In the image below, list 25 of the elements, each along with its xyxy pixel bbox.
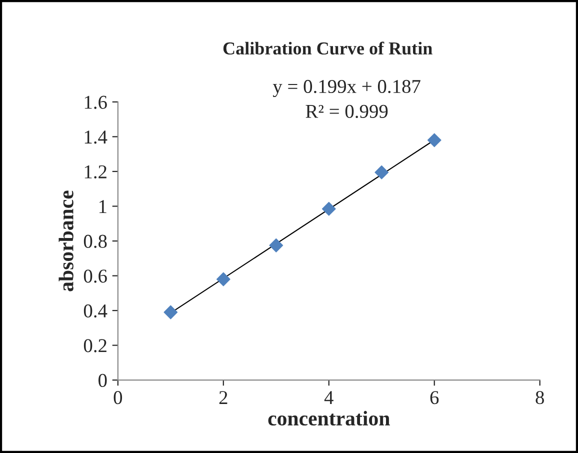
- chart-title: Calibration Curve of Rutin: [223, 42, 432, 55]
- x-tick-label: 8: [536, 391, 544, 404]
- y-tick-label: 0.4: [84, 304, 108, 318]
- y-tick-label: 0.2: [84, 339, 106, 352]
- y-tick-label: 1.6: [84, 96, 107, 109]
- text: y = 0.199x + 0.187: [272, 80, 420, 98]
- y-tick-label: 0.8: [84, 234, 107, 248]
- y-tick-label: 1.2: [84, 165, 106, 178]
- x-tick-label: 6: [430, 391, 439, 404]
- point: [322, 202, 336, 216]
- point: [164, 305, 178, 320]
- point: [374, 165, 389, 180]
- x-tick-label: 0: [114, 391, 122, 404]
- y-tick-label: 0: [98, 374, 107, 388]
- y-axis-title: absorbance: [58, 190, 74, 292]
- y-tick-label: 1: [99, 200, 106, 213]
- y-tick-label: 0.6: [84, 270, 107, 283]
- y-tick-label: 1.4: [84, 130, 108, 144]
- x-axis-title: concentration: [268, 410, 390, 426]
- point: [216, 272, 230, 286]
- annotation: R² = 0.999: [306, 104, 388, 118]
- x-tick-label: 4: [324, 391, 334, 404]
- point: [269, 238, 284, 252]
- point: [427, 133, 442, 148]
- x-tick-label: 2: [219, 391, 228, 404]
